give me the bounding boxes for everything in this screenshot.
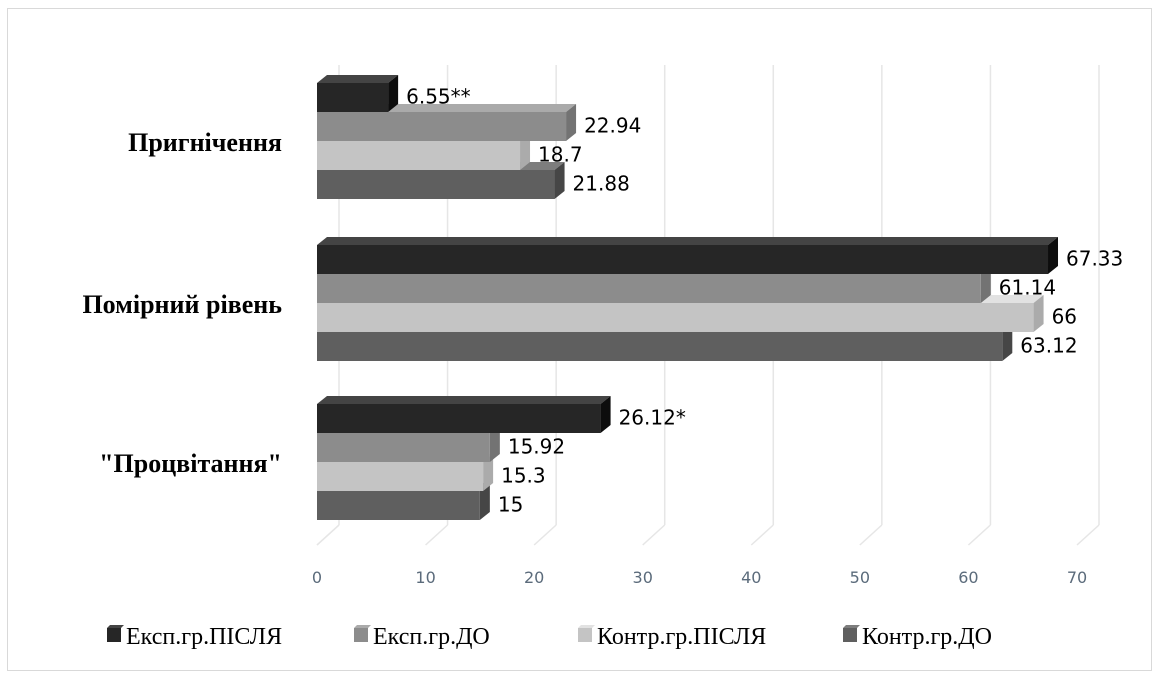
data-label: 67.33 <box>1066 247 1123 271</box>
legend-swatch-top <box>578 625 595 628</box>
x-tick-label: 40 <box>741 568 761 587</box>
gridline-floor <box>859 524 883 546</box>
bar-top-face <box>317 75 399 83</box>
bar <box>317 245 1049 274</box>
data-label: 22.94 <box>584 114 641 138</box>
gridline-floor <box>1076 524 1100 546</box>
category-label: Пригнічення <box>128 128 282 157</box>
data-label: 66 <box>1052 305 1077 329</box>
data-label: 63.12 <box>1020 334 1077 358</box>
bar-side-face <box>479 483 490 520</box>
bars <box>317 75 1059 520</box>
bar-side-face <box>388 75 399 112</box>
bar <box>317 404 601 433</box>
bar-side-face <box>566 104 577 141</box>
data-label: 6.55** <box>406 85 471 109</box>
bar <box>317 491 480 520</box>
x-tick-label: 60 <box>958 568 978 587</box>
gridline-floor <box>750 524 774 546</box>
legend-label: Експ.гр.ДО <box>373 624 490 650</box>
bar <box>317 274 981 303</box>
x-tick-label: 30 <box>633 568 653 587</box>
legend-swatch <box>354 628 368 642</box>
axis-floor-edge <box>316 524 340 546</box>
x-tick-label: 50 <box>850 568 870 587</box>
legend-swatch-top <box>107 625 124 628</box>
x-tick-label: 10 <box>415 568 435 587</box>
legend-swatch-top <box>843 625 860 628</box>
bar-side-face <box>980 266 991 303</box>
bar-top-face <box>317 396 611 404</box>
bar <box>317 83 389 112</box>
bar <box>317 170 555 199</box>
gridline-floor <box>967 524 991 546</box>
gridline-floor <box>533 524 557 546</box>
bar-side-face <box>483 454 494 491</box>
bar-top-face <box>317 237 1059 245</box>
data-label: 15 <box>498 493 523 517</box>
bar <box>317 303 1034 332</box>
legend-swatch <box>843 628 857 642</box>
category-label: "Процвітання" <box>99 449 282 478</box>
legend-label: Контр.гр.ПІСЛЯ <box>597 624 766 650</box>
bar-side-face <box>489 425 500 462</box>
gridline-floor <box>642 524 666 546</box>
bar <box>317 141 521 170</box>
bar <box>317 332 1003 361</box>
x-tick-label: 20 <box>524 568 544 587</box>
legend-swatch <box>107 628 121 642</box>
category-label: Помірний рівень <box>82 290 282 319</box>
data-label: 61.14 <box>999 276 1056 300</box>
data-label: 26.12* <box>619 406 686 430</box>
legend-swatch-top <box>354 625 371 628</box>
x-tick-label: 70 <box>1067 568 1087 587</box>
bar <box>317 112 567 141</box>
legend-label: Контр.гр.ДО <box>862 624 992 650</box>
bar-side-face <box>520 133 531 170</box>
bar-side-face <box>1033 295 1044 332</box>
bar <box>317 462 484 491</box>
bar-side-face <box>600 396 611 433</box>
data-labels: 21.88 18.722.94 6.55** Пригнічення 63.12 66 61… <box>82 85 1123 517</box>
x-axis-ticks: 0 10 20 30 40 50 60 70 <box>312 568 1087 587</box>
gridline-floor <box>425 524 449 546</box>
legend-swatch <box>578 628 592 642</box>
legend-label: Експ.гр.ПІСЛЯ <box>126 624 282 650</box>
bar-side-face <box>1002 324 1013 361</box>
bar-side-face <box>1048 237 1059 274</box>
bar <box>317 433 490 462</box>
data-label: 15.92 <box>508 435 565 459</box>
x-tick-label: 0 <box>312 568 322 587</box>
bar-side-face <box>554 162 565 199</box>
data-label: 21.88 <box>573 172 630 196</box>
data-label: 18.7 <box>538 143 583 167</box>
legend: Експ.гр.ПІСЛЯ Експ.гр.ДО Контр.гр.ПІСЛЯ Кон… <box>107 624 992 650</box>
data-label: 15.3 <box>501 464 546 488</box>
